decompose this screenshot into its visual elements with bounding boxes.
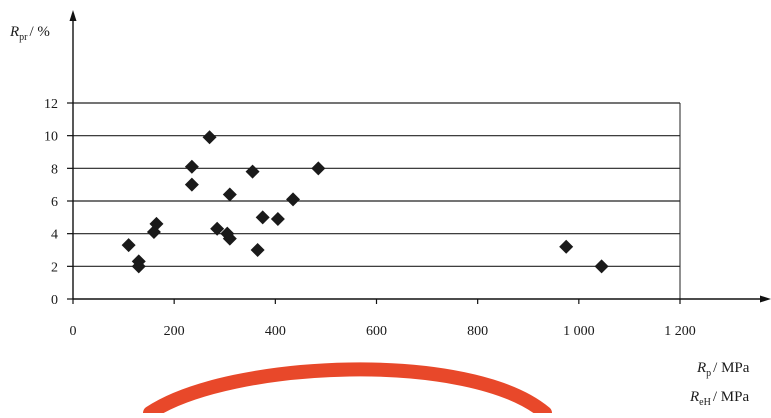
- y-tick-labels: 0 2 4 6 8 10 12: [44, 97, 58, 308]
- data-point: [286, 192, 301, 207]
- y-tick-label: 8: [51, 162, 58, 177]
- x-tick-label: 1 200: [664, 324, 696, 339]
- y-tick-label: 6: [51, 195, 58, 210]
- x-axis-title-rp: Rp / MPa: [696, 360, 750, 379]
- data-point: [149, 216, 164, 231]
- data-point: [594, 259, 609, 274]
- y-tick-label: 10: [44, 130, 58, 145]
- data-point: [222, 187, 237, 202]
- y-axis-title: Rpr / %: [9, 24, 50, 43]
- red-stamp-arc: [143, 362, 552, 418]
- x-tick-label: 200: [164, 324, 185, 339]
- y-tick-label: 4: [51, 228, 58, 243]
- data-point: [222, 231, 237, 246]
- data-point: [270, 211, 285, 226]
- x-axis-arrow: [760, 295, 771, 303]
- x-tick-label: 600: [366, 324, 387, 339]
- x-tick-label: 800: [467, 324, 488, 339]
- y-tick-label: 2: [51, 260, 58, 275]
- y-tick-label: 0: [51, 293, 58, 308]
- y-axis-arrow: [69, 10, 77, 21]
- axes: [67, 10, 771, 304]
- data-point: [250, 243, 265, 257]
- x-tick-label: 0: [70, 324, 77, 339]
- data-point: [559, 239, 574, 254]
- gridlines: [73, 102, 681, 299]
- data-point: [184, 159, 199, 174]
- data-point: [210, 221, 225, 236]
- y-tick-label: 12: [44, 97, 58, 112]
- data-point: [131, 259, 146, 274]
- data-point: [121, 238, 136, 253]
- data-point: [245, 164, 260, 179]
- x-tick-labels: 0 200 400 600 800 1 000 1 200: [70, 324, 696, 339]
- x-axis-title-reh: ReH / MPa: [689, 389, 749, 408]
- data-point: [184, 177, 199, 192]
- data-point: [202, 130, 217, 145]
- data-point: [311, 161, 326, 176]
- data-points: [121, 130, 609, 274]
- data-point: [255, 210, 270, 225]
- x-tick-label: 400: [265, 324, 286, 339]
- x-tick-label: 1 000: [563, 324, 595, 339]
